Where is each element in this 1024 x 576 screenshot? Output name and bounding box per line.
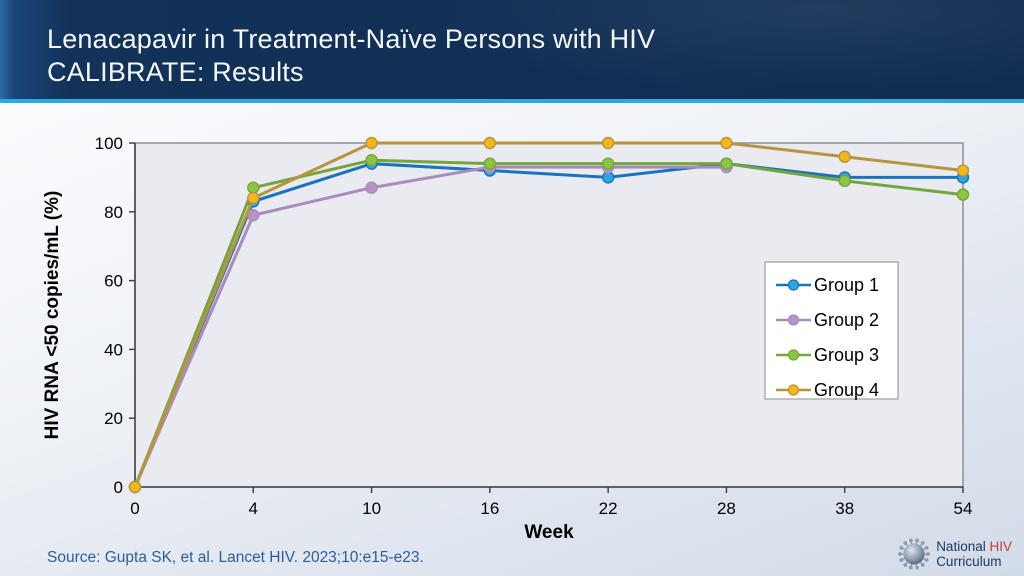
national-hiv-curriculum-logo: National HIV Curriculum (897, 537, 1012, 571)
slide-body: 0 20 40 60 80 100 0 4 10 16 22 28 38 54 Week HIV RNA <5… (0, 103, 1024, 576)
data-point-marker (483, 157, 497, 170)
data-point-marker (838, 150, 851, 163)
data-point-marker (601, 157, 615, 170)
data-point-marker (247, 191, 260, 205)
y-axis-ticks: 0 20 40 60 80 100 (95, 134, 135, 497)
data-point-marker (956, 188, 970, 201)
data-point-marker (365, 154, 378, 167)
slide-title-line1: Lenacapavir in Treatment-Naïve Persons w… (47, 24, 656, 54)
y-tick-label: 0 (114, 478, 123, 497)
data-point-marker (128, 480, 142, 494)
data-point-marker (720, 157, 733, 170)
y-tick-label: 40 (104, 340, 123, 359)
virus-icon (898, 538, 931, 570)
data-point-marker (956, 164, 970, 177)
data-point-marker (601, 171, 615, 184)
x-axis-ticks: 0 4 10 16 22 28 38 54 (130, 487, 972, 518)
data-point-marker (838, 174, 851, 188)
legend-label: Group 4 (814, 380, 879, 400)
legend-marker (787, 314, 800, 326)
legend-label: Group 2 (814, 310, 879, 330)
series-line (133, 162, 963, 488)
virus-spike-stem (915, 541, 918, 545)
x-tick-label: 4 (249, 499, 258, 518)
x-tick-label: 38 (835, 499, 854, 518)
data-point-marker (483, 136, 497, 150)
y-tick-label: 100 (95, 134, 123, 153)
legend-label: Group 3 (814, 345, 879, 365)
legend-marker (787, 349, 800, 361)
logo-word-hiv: HIV (989, 539, 1012, 554)
legend-label: Group 1 (814, 275, 879, 295)
x-tick-label: 10 (362, 499, 381, 518)
virus-spike (909, 538, 913, 543)
legend-marker (787, 279, 800, 291)
x-axis-title: Week (524, 522, 574, 543)
header-divider (0, 99, 1024, 103)
series-3 (128, 154, 970, 494)
x-tick-label: 28 (717, 499, 736, 518)
virus-spike (915, 565, 920, 570)
slide-title: Lenacapavir in Treatment-Naïve Persons w… (47, 23, 655, 89)
slide-header: Lenacapavir in Treatment-Naïve Persons w… (0, 0, 1024, 99)
y-tick-label: 60 (104, 272, 123, 291)
logo-word-national: National (936, 539, 986, 554)
legend-marker (787, 384, 800, 396)
x-tick-label: 0 (130, 499, 139, 518)
series-line (133, 158, 964, 488)
virus-spike-stem (915, 563, 918, 567)
series-line (133, 165, 727, 488)
x-tick-label: 22 (599, 499, 618, 518)
source-citation: Source: Gupta SK, et al. Lancet HIV. 202… (47, 549, 424, 566)
logo-text: National HIV Curriculum (936, 539, 1012, 569)
data-point-marker (247, 181, 260, 194)
y-tick-label: 80 (104, 203, 123, 222)
data-point-marker (720, 136, 733, 150)
results-line-chart: 0 20 40 60 80 100 0 4 10 16 22 28 38 54 Week HIV RNA <5… (42, 134, 972, 543)
virus-spike (926, 552, 931, 556)
data-point-marker (365, 136, 378, 150)
series-4 (128, 136, 970, 494)
series-line (133, 141, 964, 488)
x-tick-label: 54 (954, 499, 973, 518)
y-tick-label: 20 (104, 409, 123, 428)
legend: Group 1 Group 2 Group 3 Group 4 (764, 261, 899, 400)
virus-spike-stem (910, 541, 913, 545)
data-point-marker (601, 136, 615, 150)
virus-spike (898, 552, 903, 556)
virus-spike (909, 565, 913, 570)
virus-spike-stem (910, 563, 913, 567)
data-point-marker (365, 181, 378, 194)
x-tick-label: 16 (480, 499, 499, 518)
y-axis-title: HIV RNA <50 copies/mL (%) (42, 191, 63, 440)
virus-spike (915, 538, 920, 543)
logo-word-curriculum: Curriculum (936, 554, 1002, 569)
slide-title-line2: CALIBRATE: Results (47, 57, 304, 87)
